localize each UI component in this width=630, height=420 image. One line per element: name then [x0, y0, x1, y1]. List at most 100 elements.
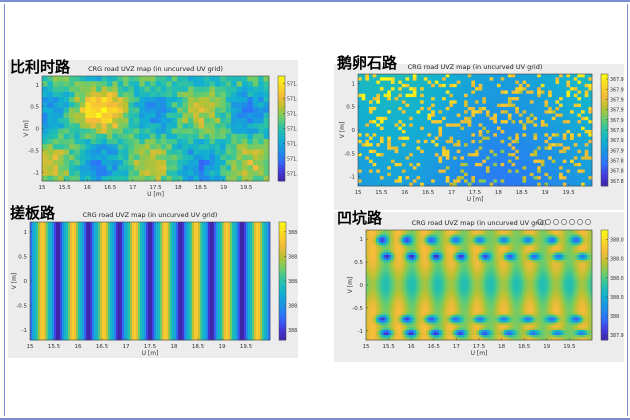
belgian-heat-cell [241, 91, 248, 98]
cobblestone-heat-cell [500, 162, 505, 167]
pothole-heat-cell [418, 330, 422, 333]
belgian-heat-cell [139, 107, 146, 114]
belgian-heat-cell [258, 107, 264, 114]
cobblestone-heat-cell [398, 172, 403, 177]
cobblestone-heat-cell [588, 169, 593, 174]
pothole-heat-cell [446, 327, 450, 331]
pothole-heat-cell [373, 250, 377, 253]
pothole-heat-cell [376, 327, 379, 331]
cobblestone-heat-cell [559, 77, 564, 81]
cobblestone-heat-cell [361, 113, 366, 118]
cobblestone-heat-cell [570, 80, 575, 85]
cobblestone-heat-cell [500, 139, 505, 144]
pothole-heat-cell [393, 255, 397, 258]
cobblestone-heat-cell [456, 103, 461, 108]
cobblestone-heat-cell [467, 159, 472, 164]
cobblestone-heat-cell [515, 166, 520, 170]
cobblestone-colorbar-tick-label: 367.97 [610, 77, 624, 83]
cobblestone-heat-cell [529, 83, 534, 88]
pothole-heat-cell [431, 262, 435, 266]
cobblestone-heat-cell [551, 179, 556, 184]
cobblestone-heat-cell [471, 133, 476, 137]
belgian-heat-cell [112, 133, 119, 140]
cobblestone-heat-cell [390, 83, 395, 88]
pothole-heat-cell [398, 335, 402, 338]
cobblestone-heat-cell [376, 87, 381, 91]
pothole-heat-cell [386, 277, 389, 281]
cobblestone-heat-cell [467, 130, 472, 134]
cobblestone-heat-cell [540, 130, 545, 134]
belgian-heat-cell [128, 91, 135, 98]
pothole-heat-cell [413, 245, 417, 248]
pothole-heat-cell [386, 305, 389, 308]
cobblestone-heat-cell [471, 149, 476, 154]
cobblestone-heat-cell [431, 143, 436, 147]
pothole-heat-cell [376, 292, 379, 296]
cobblestone-heat-cell [423, 103, 428, 108]
washboard-heat-cell [152, 281, 155, 341]
belgian-heat-cell [231, 128, 237, 135]
cobblestone-heat-cell [456, 123, 461, 128]
cobblestone-heat-cell [442, 74, 447, 78]
cobblestone-heat-cell [394, 166, 399, 170]
belgian-heat-cell [74, 149, 81, 156]
cobblestone-heat-cell [467, 133, 472, 137]
pothole-heat-cell [398, 272, 402, 276]
cobblestone-heat-cell [478, 123, 483, 128]
belgian-heat-cell [106, 165, 113, 171]
pothole-heat-cell [441, 260, 445, 263]
cobblestone-heat-cell [401, 139, 406, 144]
belgian-heat-cell [117, 160, 124, 166]
pothole-heat-cell [378, 312, 382, 316]
cobblestone-heat-cell [533, 176, 538, 180]
cobblestone-heat-cell [540, 103, 545, 108]
washboard-heat-cell [50, 222, 53, 282]
pothole-heat-cell [401, 312, 405, 316]
belgian-heat-cell [133, 128, 140, 135]
cobblestone-heat-cell [511, 153, 516, 157]
pothole-chart-title: CRG road UVZ map (in uncurved UV grid) [412, 219, 547, 227]
pothole-heat-cell [416, 240, 420, 243]
belgian-heat-cell [150, 107, 156, 114]
cobblestone-heat-cell [464, 120, 469, 124]
washboard-heat-cell [158, 281, 161, 341]
belgian-heat-cell [42, 118, 48, 124]
cobblestone-heat-cell [368, 110, 374, 114]
cobblestone-heat-cell [460, 130, 465, 134]
pothole-heat-cell [381, 285, 384, 288]
cobblestone-heat-cell [478, 136, 483, 141]
belgian-heat-cell [74, 128, 81, 135]
belgian-heat-cell [79, 123, 86, 129]
cobblestone-heat-cell [376, 90, 381, 95]
cobblestone-heat-cell [420, 113, 425, 118]
cobblestone-heat-cell [456, 179, 461, 184]
pothole-heat-cell [388, 255, 392, 258]
belgian-heat-cell [144, 112, 151, 119]
cobblestone-heat-cell [423, 90, 428, 95]
pothole-heat-cell [408, 290, 412, 293]
cobblestone-heat-cell [405, 162, 410, 167]
cobblestone-heat-cell [405, 166, 410, 170]
belgian-heat-cell [263, 97, 270, 103]
cobblestone-heat-cell [559, 166, 564, 170]
cobblestone-heat-cell [453, 116, 458, 121]
cobblestone-heat-cell [420, 87, 425, 91]
cobblestone-heat-cell [562, 136, 567, 141]
pothole-heat-cell [426, 295, 430, 298]
pothole-heat-cell [421, 250, 425, 253]
cobblestone-heat-cell [358, 136, 363, 141]
pothole-heat-cell [423, 257, 427, 261]
cobblestone-heat-cell [588, 90, 593, 95]
cobblestone-heat-cell [555, 136, 560, 141]
belgian-heat-cell [58, 149, 65, 156]
pothole-heat-cell [433, 230, 437, 233]
cobblestone-heat-cell [471, 87, 476, 91]
cobblestone-heat-cell [394, 93, 399, 98]
cobblestone-colorbar-tick-label: 367.87 [610, 179, 624, 185]
cobblestone-heat-cell [577, 136, 582, 141]
washboard-colorbar-segment [279, 224, 286, 229]
cobblestone-heat-cell [416, 162, 421, 167]
belgian-heat-cell [252, 86, 259, 93]
pothole-heat-cell [431, 335, 435, 338]
cobblestone-heat-cell [390, 103, 395, 108]
